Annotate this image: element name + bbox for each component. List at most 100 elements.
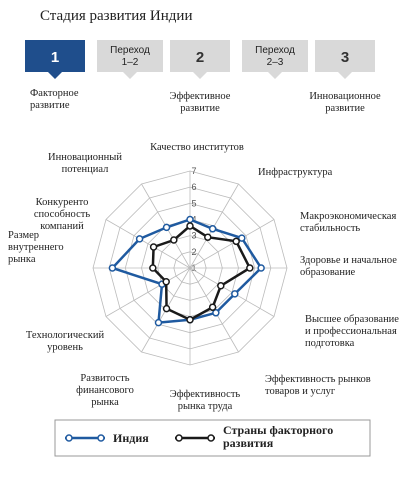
axis-label-line: Эффективность xyxy=(170,389,241,400)
axis-label-line: Высшее образование xyxy=(305,314,399,325)
axis-label-line: Развитость xyxy=(80,373,129,384)
legend-marker xyxy=(207,434,215,442)
stage-label-line: 1 xyxy=(51,49,59,66)
axis-label: Размер внутреннего рынка xyxy=(8,230,64,265)
axis-label-line: компаний xyxy=(40,221,84,232)
axis-label-line: финансового xyxy=(76,385,134,396)
point xyxy=(217,282,225,290)
legend-label: Страны факторного развития xyxy=(223,423,333,450)
legend-label: Индия xyxy=(113,431,149,445)
stage-caption-line: Факторное xyxy=(30,88,79,99)
r-tick-label: 6 xyxy=(191,182,196,192)
point xyxy=(170,236,178,244)
spoke xyxy=(189,219,275,269)
stage-label: 1 xyxy=(51,49,59,66)
point xyxy=(257,264,265,272)
legend-marker xyxy=(175,434,183,442)
stage-label-line: 1–2 xyxy=(122,57,139,68)
r-tick-label: 7 xyxy=(191,166,196,176)
stage-label-line: Переход xyxy=(255,45,295,56)
point xyxy=(162,277,170,286)
axis-label-line: Технологический xyxy=(26,330,105,341)
stage-caption: Эффективное развитие xyxy=(170,91,231,114)
point xyxy=(212,309,220,317)
axis-label-line: способность xyxy=(34,209,90,220)
page-title: Стадия развития Индии xyxy=(40,8,192,24)
point xyxy=(186,315,194,324)
point xyxy=(204,233,212,241)
stage-label-line: 2 xyxy=(196,49,204,66)
axis-label-line: Качество институтов xyxy=(150,142,244,153)
stage-caption-line: развитие xyxy=(325,103,365,114)
axis-label: Качество институтов xyxy=(150,142,244,153)
point xyxy=(232,237,240,246)
axis-label: Макроэкономическая стабильность xyxy=(300,211,396,234)
axis-label: Высшее образование и профессиональная подг… xyxy=(305,314,399,349)
point xyxy=(186,215,194,224)
axis-label-line: потенциал xyxy=(62,164,109,175)
stage-caption: Инновационное развитие xyxy=(309,91,381,114)
legend-marker xyxy=(65,434,73,442)
axis-label-line: рынка xyxy=(8,254,36,265)
stage-box xyxy=(25,40,85,79)
axis-label-line: Конкуренто xyxy=(36,197,89,208)
axis-label: Развитость финансового рынка xyxy=(76,373,134,408)
axis-label-line: подготовка xyxy=(305,338,355,349)
stage-caption-line: Эффективное xyxy=(170,91,231,102)
stage-caption: Факторное развитие xyxy=(30,88,79,111)
axis-label: Технологический уровень xyxy=(26,330,105,353)
axis-label: Инфраструктура xyxy=(258,167,333,178)
axis-label: Эффективность рынков товаров и услуг xyxy=(265,374,371,397)
point xyxy=(135,235,144,243)
axis-label-line: рынка труда xyxy=(178,401,233,412)
axis-label-line: Эффективность рынков xyxy=(265,374,371,385)
axis-label-line: Инфраструктура xyxy=(258,167,333,178)
stage-box xyxy=(315,40,375,79)
stage-box xyxy=(97,40,163,79)
point xyxy=(208,225,217,233)
legend-marker xyxy=(97,434,105,442)
axis-label-line: Макроэкономическая xyxy=(300,211,396,222)
axis-label-line: образование xyxy=(300,267,356,278)
r-tick-label: 2 xyxy=(191,247,196,257)
axis-label: Эффективность рынка труда xyxy=(170,389,241,412)
point xyxy=(149,264,157,272)
stage-label-line: Переход xyxy=(110,45,150,56)
point xyxy=(208,303,217,311)
stage-caption-line: развитие xyxy=(30,100,70,111)
axis-label-line: Инновационный xyxy=(48,152,122,163)
stage-label-line: 3 xyxy=(341,49,349,66)
legend-label-line: развития xyxy=(223,436,274,450)
point xyxy=(246,264,254,272)
spoke xyxy=(105,219,191,269)
stage-label: 3 xyxy=(341,49,349,66)
point xyxy=(154,318,163,327)
r-tick-label: 3 xyxy=(191,231,196,241)
point xyxy=(162,223,171,232)
axis-label-line: Здоровье и начальное xyxy=(300,255,397,266)
axis-label-line: внутреннего xyxy=(8,242,64,253)
point xyxy=(231,290,239,298)
point xyxy=(149,243,158,251)
r-tick-label: 5 xyxy=(191,198,196,208)
axis-label-line: Размер xyxy=(8,230,39,241)
legend-label-line: Страны факторного xyxy=(223,423,333,437)
point xyxy=(186,222,194,230)
stage-box xyxy=(242,40,308,79)
axis-label: Конкуренто способность компаний xyxy=(34,197,90,232)
stage-caption-line: развитие xyxy=(180,103,220,114)
stage-label: 2 xyxy=(196,49,204,66)
point xyxy=(108,264,117,272)
axis-label-line: стабильность xyxy=(300,223,360,234)
stage-label: Переход 1–2 xyxy=(110,45,150,68)
point xyxy=(238,234,246,242)
spoke xyxy=(105,267,191,317)
axis-label: Инновационный потенциал xyxy=(48,152,122,175)
axis-label-line: рынка xyxy=(91,397,119,408)
axis-label: Здоровье и начальное образование xyxy=(300,255,397,278)
stage-caption-line: Инновационное xyxy=(309,91,381,102)
r-tick-label: 4 xyxy=(191,215,196,225)
axis-label-line: уровень xyxy=(47,342,83,353)
